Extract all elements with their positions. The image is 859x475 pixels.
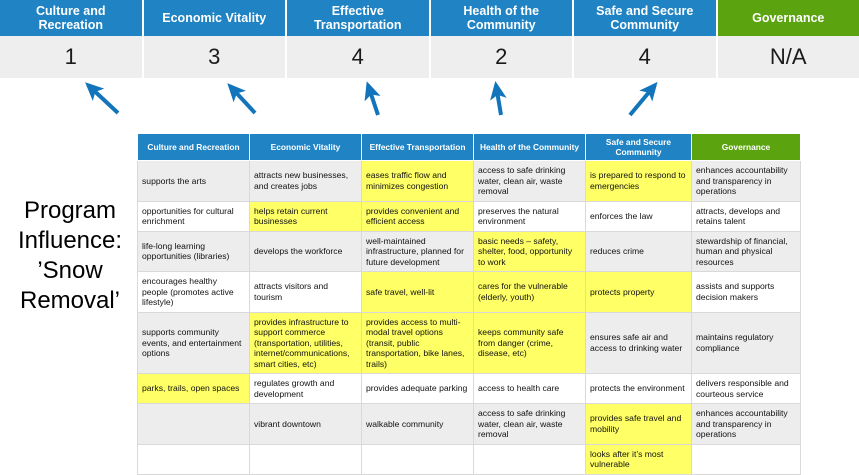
program-influence-line-2: Influence: [6, 226, 134, 256]
arrow-economic-vitality [230, 86, 255, 113]
matrix-header-safe-and-secure-community: Safe and Secure Community [586, 134, 692, 161]
scorecard-header-health-of-the-community: Health of the Community [431, 0, 575, 36]
matrix-cell-highlighted: cares for the vulnerable (elderly, youth… [474, 272, 586, 313]
matrix-row: supports community events, and entertain… [138, 312, 801, 374]
matrix-cell-highlighted: eases traffic flow and minimizes congest… [362, 161, 474, 202]
scorecard-header-safe-and-secure-community: Safe and Secure Community [574, 0, 718, 36]
arrow-svg [0, 78, 859, 134]
arrow-safe-and-secure-community [630, 85, 655, 115]
matrix-cell [692, 444, 801, 474]
matrix-cell: supports the arts [138, 161, 250, 202]
scorecard-header-governance: Governance [718, 0, 859, 36]
matrix-cell-highlighted: parks, trails, open spaces [138, 374, 250, 404]
matrix-cell-highlighted: provides infrastructure to support comme… [250, 312, 362, 374]
scorecard-header-culture-and-recreation: Culture and Recreation [0, 0, 144, 36]
matrix-cell: encourages healthy people (promotes acti… [138, 272, 250, 313]
matrix-cell: access to safe drinking water, clean air… [474, 161, 586, 202]
program-influence-line-4: Removal’ [6, 286, 134, 316]
matrix-cell: regulates growth and development [250, 374, 362, 404]
matrix-cell: maintains regulatory compliance [692, 312, 801, 374]
matrix-row: encourages healthy people (promotes acti… [138, 272, 801, 313]
arrow-effective-transportation [368, 85, 378, 115]
matrix-cell: life-long learning opportunities (librar… [138, 231, 250, 272]
matrix-cell: opportunities for cultural enrichment [138, 201, 250, 231]
arrow-connector-layer [0, 78, 859, 134]
matrix-cell-highlighted: provides access to multi-modal travel op… [362, 312, 474, 374]
matrix-cell-highlighted: safe travel, well-lit [362, 272, 474, 313]
matrix-cell-highlighted: keeps community safe from danger (crime,… [474, 312, 586, 374]
matrix-cell: develops the workforce [250, 231, 362, 272]
program-influence-line-3: ’Snow [6, 256, 134, 286]
matrix-cell: attracts, develops and retains talent [692, 201, 801, 231]
matrix-cell: supports community events, and entertain… [138, 312, 250, 374]
matrix-cell [138, 444, 250, 474]
arrow-health-of-the-community [496, 85, 501, 115]
matrix-header-governance: Governance [692, 134, 801, 161]
matrix-cell: access to health care [474, 374, 586, 404]
program-influence-line-1: Program [6, 196, 134, 226]
arrow-culture-and-recreation [88, 85, 118, 113]
matrix-cell: access to safe drinking water, clean air… [474, 404, 586, 445]
matrix-cell-highlighted: is prepared to respond to emergencies [586, 161, 692, 202]
scorecard-value-economic-vitality: 3 [144, 36, 288, 78]
matrix-cell: enhances accountability and transparency… [692, 161, 801, 202]
matrix-cell [474, 444, 586, 474]
matrix-cell: walkable community [362, 404, 474, 445]
scorecard-header-effective-transportation: Effective Transportation [287, 0, 431, 36]
matrix-cell: delivers responsible and courteous servi… [692, 374, 801, 404]
matrix-cell: enhances accountability and transparency… [692, 404, 801, 445]
matrix-cell: enforces the law [586, 201, 692, 231]
matrix-row: life-long learning opportunities (librar… [138, 231, 801, 272]
scorecard-header-economic-vitality: Economic Vitality [144, 0, 288, 36]
matrix-cell [250, 444, 362, 474]
matrix-header-culture-and-recreation: Culture and Recreation [138, 134, 250, 161]
matrix-cell: stewardship of financial, human and phys… [692, 231, 801, 272]
scorecard-value-culture-and-recreation: 1 [0, 36, 144, 78]
matrix-cell: well-maintained infrastructure, planned … [362, 231, 474, 272]
matrix-cell-highlighted: looks after it’s most vulnerable [586, 444, 692, 474]
matrix-cell: provides adequate parking [362, 374, 474, 404]
scorecard-value-effective-transportation: 4 [287, 36, 431, 78]
matrix-cell-highlighted: provides convenient and efficient access [362, 201, 474, 231]
scorecard-value-governance: N/A [718, 36, 859, 78]
matrix-header-economic-vitality: Economic Vitality [250, 134, 362, 161]
matrix-cell: preserves the natural environment [474, 201, 586, 231]
matrix-cell: assists and supports decision makers [692, 272, 801, 313]
matrix-cell: vibrant downtown [250, 404, 362, 445]
matrix-cell-highlighted: provides safe travel and mobility [586, 404, 692, 445]
matrix-cell [138, 404, 250, 445]
matrix-cell-highlighted: helps retain current businesses [250, 201, 362, 231]
matrix-cell: reduces crime [586, 231, 692, 272]
scorecard-value-health-of-the-community: 2 [431, 36, 575, 78]
matrix-header-effective-transportation: Effective Transportation [362, 134, 474, 161]
matrix-header-health-of-the-community: Health of the Community [474, 134, 586, 161]
matrix-cell: ensures safe air and access to drinking … [586, 312, 692, 374]
matrix-cell: attracts visitors and tourism [250, 272, 362, 313]
matrix-cell-highlighted: protects property [586, 272, 692, 313]
matrix-cell [362, 444, 474, 474]
matrix-row: looks after it’s most vulnerable [138, 444, 801, 474]
matrix-cell: attracts new businesses, and creates job… [250, 161, 362, 202]
scorecard-value-safe-and-secure-community: 4 [574, 36, 718, 78]
matrix-cell-highlighted: basic needs – safety, shelter, food, opp… [474, 231, 586, 272]
matrix-cell: protects the environment [586, 374, 692, 404]
